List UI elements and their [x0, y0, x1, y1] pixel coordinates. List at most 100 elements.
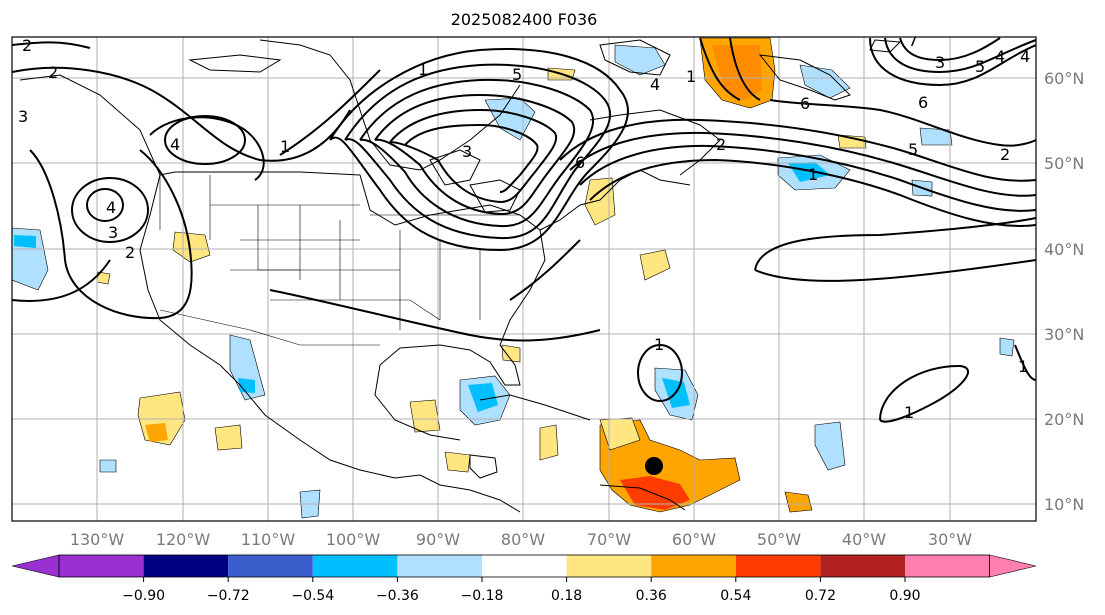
colorbar-segment — [735, 555, 821, 577]
contour-label: 5 — [908, 140, 918, 159]
colorbar-segment — [566, 555, 652, 577]
negative-anomaly-patch — [468, 383, 498, 412]
colorbar-segment — [228, 555, 313, 577]
lon-label: 120°W — [156, 530, 211, 549]
colorbar-segment — [905, 555, 990, 577]
lon-label: 130°W — [70, 530, 125, 549]
map-title: 2025082400 F036 — [450, 10, 598, 29]
negative-anomaly-patch — [238, 378, 255, 393]
colorbar-segment — [989, 554, 1037, 578]
contour-label: 3 — [18, 107, 28, 126]
contour-label: 2 — [1000, 145, 1010, 164]
lon-label: 80°W — [501, 530, 545, 549]
contour-label: 2 — [716, 135, 726, 154]
positive-anomaly-patch — [145, 423, 168, 442]
lat-label: 40°N — [1044, 240, 1084, 259]
contour-label: 4 — [170, 135, 180, 154]
map-panel: 2 2 3 4 1 4 3 2 1 6 5 4 3 2 1 6 5 4 1 1 … — [12, 31, 1036, 521]
contour-label: 3 — [108, 223, 118, 242]
positive-anomaly-patch — [444, 451, 471, 473]
contour-label: 4 — [650, 75, 660, 94]
colorbar-segment — [397, 555, 482, 577]
lon-label: 30°W — [928, 530, 972, 549]
lat-label: 30°N — [1044, 325, 1084, 344]
colorbar-segment — [11, 554, 60, 578]
colorbar-segment — [651, 555, 736, 577]
contour-label: 1 — [904, 403, 914, 422]
contour-label: 6 — [575, 153, 585, 172]
contour-label: 1 — [686, 67, 696, 86]
positive-anomaly-patch — [784, 491, 813, 513]
contour-labels: 2 2 3 4 1 4 3 2 1 6 5 4 3 2 1 6 5 4 1 1 … — [18, 31, 1030, 422]
positive-anomaly-patch — [837, 134, 867, 149]
negative-anomaly-patch — [788, 162, 830, 182]
lat-label: 10°N — [1044, 495, 1084, 514]
colorbar: −0.90 −0.72 −0.54 −0.36 −0.18 0.18 0.36 … — [11, 554, 1037, 604]
contour-label: 3 — [935, 53, 945, 72]
colorbar-segment — [820, 555, 905, 577]
colorbar-tick-label: 0.90 — [889, 588, 920, 604]
lat-label: 20°N — [1044, 410, 1084, 429]
colorbar-tick-label: −0.72 — [207, 588, 250, 604]
positive-anomaly-patch — [409, 399, 441, 433]
positive-anomaly-patch — [172, 231, 211, 263]
contour-label: 5 — [975, 57, 985, 76]
lon-label: 70°W — [587, 530, 631, 549]
political-boundaries — [159, 175, 520, 346]
gridlines — [12, 37, 1036, 521]
negative-anomaly-patch — [14, 235, 36, 248]
contour-label: 7 — [908, 31, 918, 50]
positive-anomaly-patch — [639, 249, 671, 281]
contour-label: 3 — [462, 142, 472, 161]
contour-lines — [12, 37, 1036, 423]
colorbar-tick-label: −0.36 — [376, 588, 419, 604]
contour-label: 5 — [512, 65, 522, 84]
lon-label: 90°W — [416, 530, 460, 549]
positive-anomaly-patch — [584, 177, 616, 226]
lat-label: 60°N — [1044, 69, 1084, 88]
lon-label: 110°W — [241, 530, 296, 549]
contour-label: 6 — [800, 94, 810, 113]
colorbar-tick-label: 0.72 — [805, 588, 836, 604]
negative-anomaly-patch — [614, 44, 666, 76]
map-frame — [11, 36, 1037, 522]
lon-label: 100°W — [326, 530, 381, 549]
colorbar-segment — [482, 555, 567, 577]
colorbar-tick-label: −0.90 — [122, 588, 165, 604]
lon-label: 60°W — [672, 530, 716, 549]
contour-label: 1 — [654, 335, 664, 354]
storm-center-marker — [645, 457, 663, 475]
positive-anomaly-patch — [214, 424, 243, 451]
contour-label: 1 — [808, 165, 818, 184]
lat-label: 50°N — [1044, 154, 1084, 173]
contour-label: 6 — [918, 93, 928, 112]
colorbar-tick-label: 0.36 — [636, 588, 667, 604]
lon-label: 50°W — [757, 530, 801, 549]
contour-label: 2 — [22, 36, 32, 55]
contour-label: 4 — [106, 198, 116, 217]
positive-anomaly-patch — [712, 45, 762, 100]
colorbar-ticks — [143, 577, 906, 582]
contour-label: 2 — [125, 243, 135, 262]
colorbar-tick-label: −0.18 — [461, 588, 504, 604]
positive-anomaly-patch — [501, 344, 521, 363]
negative-anomaly-patch — [99, 459, 117, 473]
contour-label: 4 — [995, 47, 1005, 66]
negative-anomaly-patch — [799, 64, 851, 99]
colorbar-tick-label: 0.18 — [551, 588, 582, 604]
latitude-labels: 60°N 50°N 40°N 30°N 20°N 10°N — [1044, 69, 1084, 514]
lon-label: 40°W — [842, 530, 886, 549]
positive-anomaly-patch — [539, 424, 559, 461]
negative-anomaly-patch — [999, 337, 1015, 357]
contour-label: 4 — [1020, 47, 1030, 66]
contour-label: 2 — [48, 63, 58, 82]
colorbar-segment — [59, 555, 144, 577]
longitude-labels: 130°W 120°W 110°W 100°W 90°W 80°W 70°W 6… — [70, 530, 972, 549]
contour-label: 1 — [1018, 357, 1028, 376]
colorbar-tick-label: −0.54 — [291, 588, 334, 604]
negative-anomaly-patch — [814, 421, 846, 471]
colorbar-tick-label: 0.54 — [720, 588, 751, 604]
colorbar-segment — [143, 555, 229, 577]
colorbar-segment — [312, 555, 398, 577]
